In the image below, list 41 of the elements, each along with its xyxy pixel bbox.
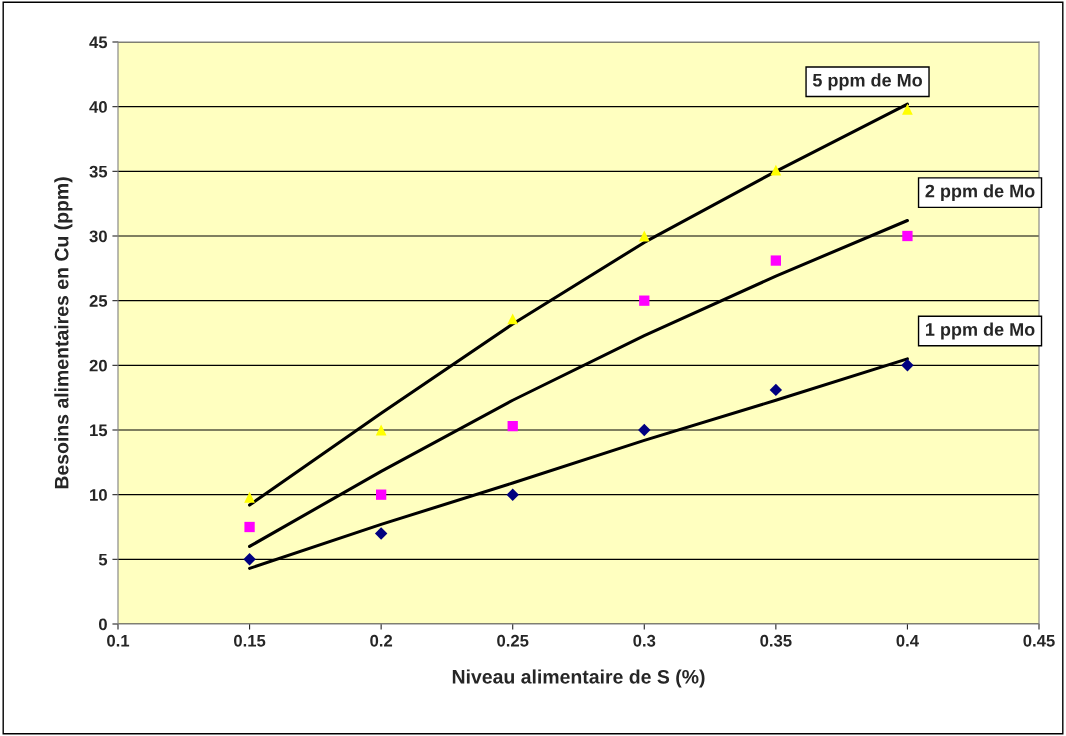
y-tick-label: 40 bbox=[89, 101, 107, 113]
point bbox=[374, 527, 388, 540]
y-tick-label: 25 bbox=[89, 295, 108, 307]
point bbox=[507, 313, 519, 325]
series-label: 1 ppm de Mo bbox=[926, 322, 1035, 340]
y-tick-label: 5 bbox=[98, 553, 108, 566]
series-label: 5 ppm de Mo bbox=[812, 73, 923, 91]
y-tick-label: 10 bbox=[90, 489, 107, 501]
y-tick-label: 30 bbox=[89, 230, 107, 243]
point bbox=[638, 423, 651, 437]
point bbox=[243, 553, 256, 566]
point bbox=[770, 164, 782, 176]
point bbox=[244, 521, 255, 533]
x-axis-title: Niveau alimentaire de S (%) bbox=[452, 669, 705, 688]
point bbox=[639, 295, 650, 306]
point bbox=[375, 489, 387, 500]
y-tick-label: 20 bbox=[89, 359, 107, 372]
point bbox=[507, 420, 518, 432]
point bbox=[769, 383, 783, 397]
y-tick-label: 45 bbox=[89, 36, 108, 49]
x-tick-label: 0.15 bbox=[234, 634, 266, 647]
y-axis-title: Besoins alimentaires en Cu (ppm) bbox=[54, 177, 73, 489]
point bbox=[638, 230, 650, 242]
point bbox=[506, 488, 519, 501]
y-tick-label: 0 bbox=[98, 618, 107, 631]
x-tick-label: 0.1 bbox=[107, 634, 130, 647]
point bbox=[244, 491, 255, 503]
point bbox=[901, 359, 914, 372]
point bbox=[770, 255, 782, 266]
x-tick-label: 0.2 bbox=[370, 634, 393, 647]
point bbox=[902, 103, 913, 115]
point bbox=[902, 230, 913, 242]
x-tick-label: 0.3 bbox=[633, 634, 656, 647]
x-tick-label: 0.45 bbox=[1023, 634, 1055, 647]
point bbox=[375, 424, 387, 436]
y-tick-label: 15 bbox=[90, 424, 108, 437]
x-tick-label: 0.4 bbox=[896, 634, 919, 647]
x-tick-label: 0.25 bbox=[497, 634, 529, 647]
x-tick-label: 0.35 bbox=[760, 634, 792, 647]
y-tick-label: 35 bbox=[89, 165, 108, 178]
series-label: 2 ppm de Mo bbox=[925, 184, 1035, 202]
